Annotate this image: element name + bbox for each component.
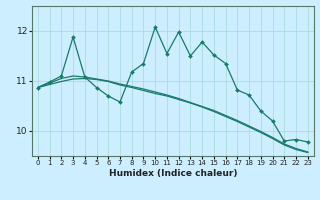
X-axis label: Humidex (Indice chaleur): Humidex (Indice chaleur) (108, 169, 237, 178)
